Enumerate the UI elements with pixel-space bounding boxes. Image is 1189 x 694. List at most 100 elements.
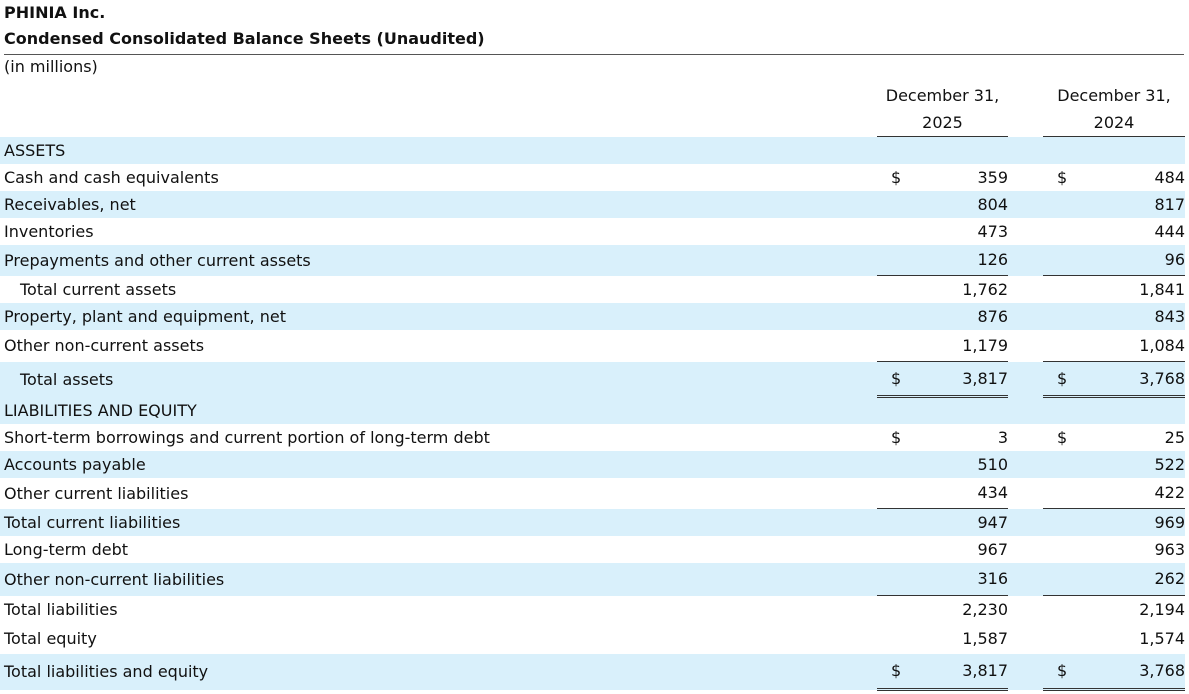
amount	[1090, 136, 1185, 164]
row-label: LIABILITIES AND EQUITY	[0, 396, 877, 424]
col-head: 2024	[1043, 109, 1185, 137]
spacer	[1008, 562, 1043, 596]
currency	[877, 276, 922, 303]
currency	[877, 218, 922, 245]
amount: 1,084	[1090, 329, 1185, 362]
header-row: December 31, December 31,	[0, 82, 1185, 109]
amount: 316	[922, 562, 1008, 596]
currency	[1043, 536, 1090, 563]
row-label: Prepayments and other current assets	[0, 244, 877, 276]
amount: 947	[922, 508, 1008, 536]
amount	[922, 396, 1008, 424]
amount: 3,768	[1090, 653, 1185, 691]
spacer	[1008, 302, 1043, 330]
currency	[877, 536, 922, 563]
currency	[1043, 276, 1090, 303]
spacer	[1008, 450, 1043, 478]
spacer	[1008, 276, 1043, 303]
currency	[1043, 562, 1090, 596]
spacer	[1008, 536, 1043, 563]
spacer	[1008, 218, 1043, 245]
row: Total current liabilities 947 969	[0, 508, 1185, 536]
row-label: Receivables, net	[0, 190, 877, 218]
currency	[877, 596, 922, 623]
currency	[1043, 218, 1090, 245]
row-label: ASSETS	[0, 136, 877, 164]
row-label: Property, plant and equipment, net	[0, 302, 877, 330]
currency: $	[891, 427, 902, 447]
amount: 262	[1090, 562, 1185, 596]
row-label: Long-term debt	[4, 539, 129, 559]
row-label: Cash and cash equivalents	[4, 167, 219, 187]
spacer	[1008, 508, 1043, 536]
currency	[877, 623, 922, 654]
currency	[877, 508, 922, 536]
row: Other non-current assets 1,179 1,084	[0, 329, 1185, 362]
currency	[877, 450, 922, 478]
row: Property, plant and equipment, net 876 843	[0, 302, 1185, 330]
row-label: Total current assets	[20, 279, 177, 299]
currency	[877, 477, 922, 509]
currency	[877, 302, 922, 330]
amount: 1,587	[962, 628, 1008, 648]
row: Total equity 1,587 1,574	[0, 623, 1185, 654]
currency: $	[1057, 167, 1068, 187]
currency	[1043, 477, 1090, 509]
spacer	[1008, 596, 1043, 623]
currency: $	[1043, 653, 1090, 691]
amount: 876	[922, 302, 1008, 330]
amount: 967	[977, 539, 1008, 559]
row: Other non-current liabilities 316 262	[0, 562, 1185, 596]
amount: 359	[977, 167, 1008, 187]
row-label: Accounts payable	[0, 450, 877, 478]
amount: 126	[922, 244, 1008, 276]
header-row: 2025 2024	[0, 109, 1185, 137]
row: LIABILITIES AND EQUITY	[0, 396, 1185, 424]
row-label: Other non-current assets	[4, 336, 205, 355]
company: PHINIA Inc.	[4, 3, 106, 22]
amount: 2,230	[962, 599, 1008, 619]
amount: 2,194	[1139, 599, 1185, 619]
row: Total liabilities and equity $3,817 $3,768	[0, 653, 1185, 691]
amount: 25	[1164, 427, 1185, 447]
units: (in millions)	[4, 57, 98, 76]
currency	[1043, 329, 1090, 362]
col-head: 2025	[877, 109, 1008, 137]
amount: 804	[922, 190, 1008, 218]
amount: 484	[1154, 167, 1185, 187]
currency	[1043, 190, 1090, 218]
rule	[4, 54, 1184, 55]
currency	[877, 190, 922, 218]
row-label: Total liabilities	[4, 599, 118, 619]
amount: 422	[1090, 477, 1185, 509]
col-head: December 31,	[885, 86, 1000, 105]
row: ASSETS	[0, 136, 1185, 164]
amount: 3,817	[922, 361, 1008, 398]
spacer	[1008, 330, 1043, 362]
row: Total liabilities 2,230 2,194	[0, 596, 1185, 623]
currency: $	[1057, 427, 1068, 447]
amount: 1,841	[1139, 279, 1185, 299]
row-label: Total equity	[4, 628, 97, 648]
currency	[877, 329, 922, 362]
currency	[877, 136, 922, 164]
spacer	[1008, 424, 1043, 451]
amount	[922, 136, 1008, 164]
currency	[1043, 623, 1090, 654]
row-label: Short-term borrowings and current portio…	[4, 427, 490, 447]
currency	[877, 562, 922, 596]
col-head: December 31,	[1057, 86, 1171, 105]
amount: 963	[1154, 539, 1185, 559]
currency: $	[891, 167, 902, 187]
currency: $	[877, 653, 922, 691]
spacer	[1008, 361, 1043, 397]
amount: 434	[922, 477, 1008, 509]
amount: 1,574	[1139, 628, 1185, 648]
currency	[1043, 302, 1090, 330]
amount: 3	[997, 427, 1008, 447]
amount: 473	[977, 221, 1008, 241]
currency	[1043, 596, 1090, 623]
row: Long-term debt 967 963	[0, 536, 1185, 563]
row-label: Total liabilities and equity	[0, 653, 877, 690]
